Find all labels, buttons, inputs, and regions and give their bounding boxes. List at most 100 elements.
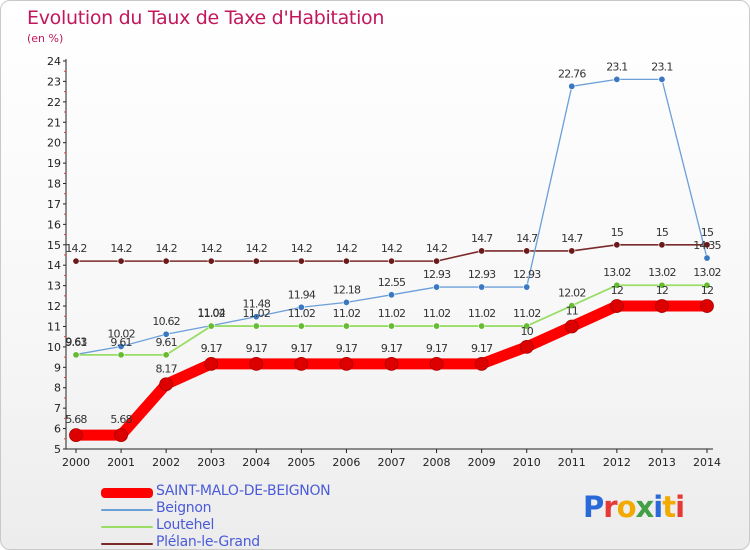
x-tick-label: 2010 [513,456,541,469]
data-point [478,322,486,330]
data-point [523,322,531,330]
data-label: 14.2 [65,242,86,255]
data-label: 10 [521,325,534,338]
data-label: 10.02 [107,327,135,340]
data-label: 11.02 [197,307,225,320]
data-point [658,75,666,83]
data-point [658,281,666,289]
data-label: 12 [701,284,713,297]
data-label: 15 [701,226,714,239]
data-label: 9.17 [291,342,313,355]
data-point [609,299,624,313]
legend-label: Beignon [156,500,212,516]
data-label: 9.17 [381,342,403,355]
data-point [252,257,260,265]
y-tick-label: 20 [47,137,61,150]
logo-letter: t [662,490,676,524]
data-point [564,319,579,334]
legend-swatch [101,488,153,498]
data-label: 12.02 [558,287,586,300]
data-point [433,322,441,330]
data-point [387,322,395,330]
data-label: 11.02 [333,307,361,320]
data-point [204,356,219,371]
data-label: 12 [656,284,668,297]
data-point [523,247,531,255]
data-label: 12.93 [513,268,541,281]
data-label: 5.68 [65,413,87,426]
data-point [69,428,83,443]
y-tick-label: 24 [47,55,61,68]
y-tick-label: 7 [54,402,61,415]
logo-letter: o [616,490,637,524]
data-point [387,291,395,299]
x-tick-label: 2004 [242,456,270,469]
data-point [207,257,215,265]
y-tick-label: 21 [47,116,61,129]
data-label: 9.17 [471,342,493,355]
data-label: 13.02 [603,266,631,279]
data-label: 14.2 [246,242,267,255]
data-label: 11.02 [243,307,271,320]
y-tick-label: 14 [47,259,61,272]
data-label: 11.02 [423,307,451,320]
data-label: 23.1 [651,60,672,73]
data-label: 9.17 [426,342,448,355]
data-label: 14.35 [693,239,721,252]
data-label: 5.68 [110,413,132,426]
data-label: 14.7 [471,232,493,245]
data-point [342,298,350,306]
data-label: 12.93 [423,268,451,281]
y-tick-label: 5 [54,443,61,456]
legend-label: SAINT-MALO-DE-BEIGNON [156,483,331,499]
data-label: 9.61 [155,336,176,349]
data-point [703,281,711,289]
data-label: 14.2 [336,242,357,255]
data-label: 11 [566,304,578,317]
data-label: 13.02 [648,266,676,279]
data-label: 11.48 [243,298,271,311]
data-point [433,283,441,291]
data-label: 12.93 [468,268,496,281]
data-point [342,322,350,330]
y-tick-label: 8 [54,382,61,395]
data-point [613,75,621,83]
data-point [72,351,80,359]
data-label: 14.2 [110,242,131,255]
y-tick-label: 9 [54,361,61,374]
data-label: 13.02 [693,266,721,279]
data-label: 14.2 [201,242,222,255]
data-point [207,322,215,330]
data-label: 14.2 [291,242,312,255]
x-tick-label: 2007 [378,456,406,469]
x-tick-label: 2001 [107,456,135,469]
data-point [478,283,486,291]
data-label: 11.04 [197,307,225,320]
data-point [478,247,486,255]
y-tick-label: 16 [47,218,61,231]
logo-letter: i [653,490,663,524]
data-label: 11.94 [288,288,316,301]
logo-letter: P [583,490,604,524]
data-point [339,356,354,371]
x-tick-label: 2000 [62,456,90,469]
data-point [249,356,264,371]
x-tick-label: 2002 [152,456,180,469]
data-point [117,257,125,265]
data-point [297,257,305,265]
data-point [568,82,576,90]
legend-swatch [101,509,153,511]
data-label: 9.61 [110,336,131,349]
data-point [114,428,128,443]
y-tick-label: 17 [47,198,61,211]
data-point [429,356,444,371]
y-tick-label: 19 [47,157,61,170]
y-tick-label: 13 [47,280,61,293]
data-point [297,303,305,311]
data-label: 12.55 [378,276,406,289]
data-label: 11.02 [378,307,406,320]
data-point [474,356,489,371]
data-point [294,356,309,371]
legend-swatch [101,526,153,528]
legend-label: Loutehel [156,517,215,533]
